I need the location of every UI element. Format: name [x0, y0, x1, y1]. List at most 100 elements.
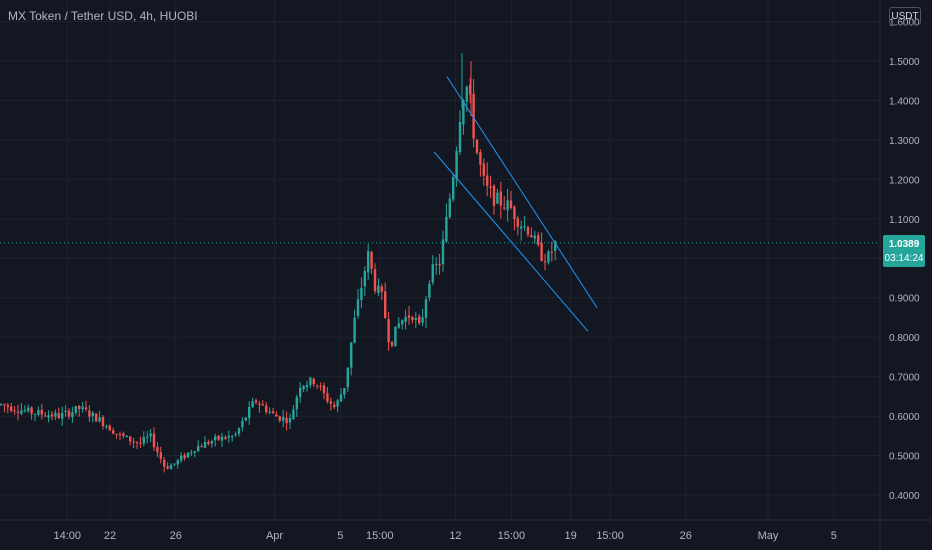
candle-body — [465, 86, 468, 102]
candle-body — [390, 341, 394, 346]
candle-body — [207, 441, 210, 444]
candle-body — [132, 441, 135, 443]
candle-body — [186, 452, 190, 458]
candle-body — [241, 420, 244, 428]
candle-body — [435, 263, 438, 265]
currency-unit-button[interactable]: USDT — [889, 7, 921, 25]
candle-body — [499, 191, 502, 206]
candle-body — [282, 416, 285, 421]
candle-body — [513, 206, 516, 220]
candle-body — [61, 413, 64, 419]
x-tick-label: 15:00 — [366, 530, 394, 542]
candle-body — [166, 466, 169, 469]
candle-body — [367, 251, 370, 273]
candle-body — [329, 401, 332, 404]
candle-body — [112, 430, 115, 434]
candle-body — [316, 385, 319, 387]
candle-body — [108, 425, 111, 431]
y-tick-label: 1.3000 — [889, 136, 920, 147]
candle-body — [169, 464, 173, 470]
candle-body — [268, 411, 271, 413]
candle-body — [486, 175, 489, 186]
candle-body — [333, 404, 336, 408]
candle-body — [27, 407, 30, 412]
channel-upper-line — [446, 76, 598, 308]
candle-body — [258, 403, 261, 406]
candle-body — [394, 326, 397, 347]
candle-body — [159, 452, 162, 459]
candle-body — [322, 385, 326, 394]
y-tick-label: 0.9000 — [889, 294, 920, 305]
candle-body — [278, 416, 281, 421]
y-tick-label: 1.4000 — [889, 96, 920, 107]
candle-body — [492, 185, 496, 206]
candle-body — [547, 251, 550, 263]
candle-body — [0, 403, 3, 405]
candle-body — [424, 299, 428, 318]
candle-body — [101, 417, 105, 427]
y-tick-label: 1.5000 — [889, 57, 920, 68]
x-tick-label: 15:00 — [596, 530, 624, 542]
y-tick-label: 0.7000 — [889, 373, 920, 384]
y-tick-label: 0.4000 — [889, 491, 920, 502]
candle-body — [387, 319, 390, 343]
candle-body — [309, 377, 312, 385]
candle-body — [44, 415, 47, 417]
candle-body — [84, 407, 88, 410]
candle-body — [214, 436, 217, 441]
candle-body — [217, 435, 220, 440]
candle-body — [271, 411, 275, 414]
candle-body — [452, 177, 455, 200]
candle-body — [47, 415, 50, 418]
candle-body — [40, 409, 43, 415]
candle-body — [81, 406, 84, 410]
candle-body — [489, 186, 492, 188]
candle-body — [16, 411, 20, 413]
chart-title: MX Token / Tether USD, 4h, HUOBI — [8, 9, 198, 23]
candle-body — [537, 234, 540, 245]
candle-body — [10, 406, 13, 411]
candle-body — [448, 198, 451, 217]
candle-body — [227, 436, 230, 438]
y-tick-label: 0.5000 — [889, 452, 920, 463]
candle-body — [67, 410, 71, 417]
candle-body — [64, 410, 67, 412]
candle-body — [469, 84, 472, 95]
candle-body — [234, 433, 237, 435]
candle-body — [516, 218, 519, 227]
x-tick-label: 5 — [337, 530, 343, 542]
candle-body — [261, 404, 264, 406]
candle-body — [33, 414, 37, 416]
candle-body — [200, 446, 203, 448]
candle-body — [50, 414, 54, 417]
candle-body — [285, 417, 288, 424]
x-tick-label: 22 — [104, 530, 116, 542]
last-price-value: 1.0389 — [888, 239, 920, 250]
candle-body — [176, 460, 179, 465]
candle-body — [251, 401, 254, 408]
candle-body — [336, 400, 339, 407]
candle-body — [319, 386, 322, 388]
candle-body — [421, 317, 424, 323]
candle-body — [496, 192, 499, 204]
candle-body — [407, 315, 411, 318]
candle-body — [139, 442, 142, 444]
candle-body — [183, 455, 186, 459]
candle-body — [23, 410, 26, 412]
candle-body — [173, 463, 176, 465]
candle-body — [326, 393, 329, 402]
candle-body — [509, 200, 513, 209]
candle-body — [91, 412, 94, 417]
y-tick-label: 1.6000 — [889, 18, 920, 29]
candle-body — [125, 435, 128, 438]
candle-body — [95, 413, 98, 422]
candle-body — [3, 404, 6, 406]
candle-body — [71, 412, 74, 418]
candle-body — [152, 433, 156, 448]
candle-body — [275, 414, 278, 417]
candle-body — [295, 397, 298, 410]
channel-lower-line — [433, 151, 589, 332]
candle-body — [78, 405, 81, 410]
